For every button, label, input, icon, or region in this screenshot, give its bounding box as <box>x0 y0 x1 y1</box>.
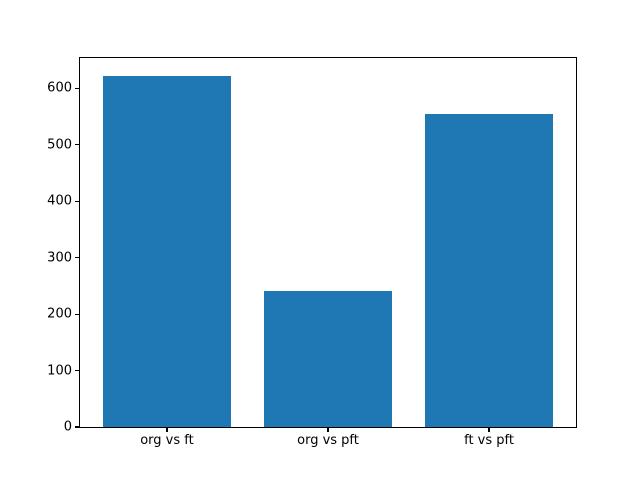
bar-ft-vs-pft <box>424 113 554 427</box>
y-tick-label: 100 <box>47 363 72 379</box>
y-tick-label: 400 <box>47 193 72 209</box>
x-tick-mark <box>327 428 329 432</box>
y-tick-label: 0 <box>63 419 72 435</box>
x-tick-mark <box>488 428 490 432</box>
y-tick-mark <box>75 200 79 202</box>
y-tick-label: 600 <box>47 80 72 96</box>
y-tick-mark <box>75 87 79 90</box>
y-tick-mark <box>75 369 79 372</box>
y-tick-mark <box>75 313 79 315</box>
bar-org-vs-pft <box>263 291 393 427</box>
y-tick-mark <box>75 144 79 146</box>
y-tick-label: 300 <box>47 250 72 266</box>
x-tick-mark <box>166 428 168 432</box>
y-tick-label: 500 <box>47 137 72 153</box>
x-tick-label: org vs pft <box>297 433 359 448</box>
axes: 0 100 200 300 400 500 600 org vs ft org vs pft ft… <box>47 57 577 447</box>
y-tick-mark <box>75 257 79 259</box>
x-tick-label: ft vs pft <box>464 433 514 448</box>
bar-org-vs-ft <box>102 75 232 427</box>
x-tick-label: org vs ft <box>140 433 194 448</box>
y-tick-mark <box>75 426 79 428</box>
y-tick-label: 200 <box>47 306 72 322</box>
